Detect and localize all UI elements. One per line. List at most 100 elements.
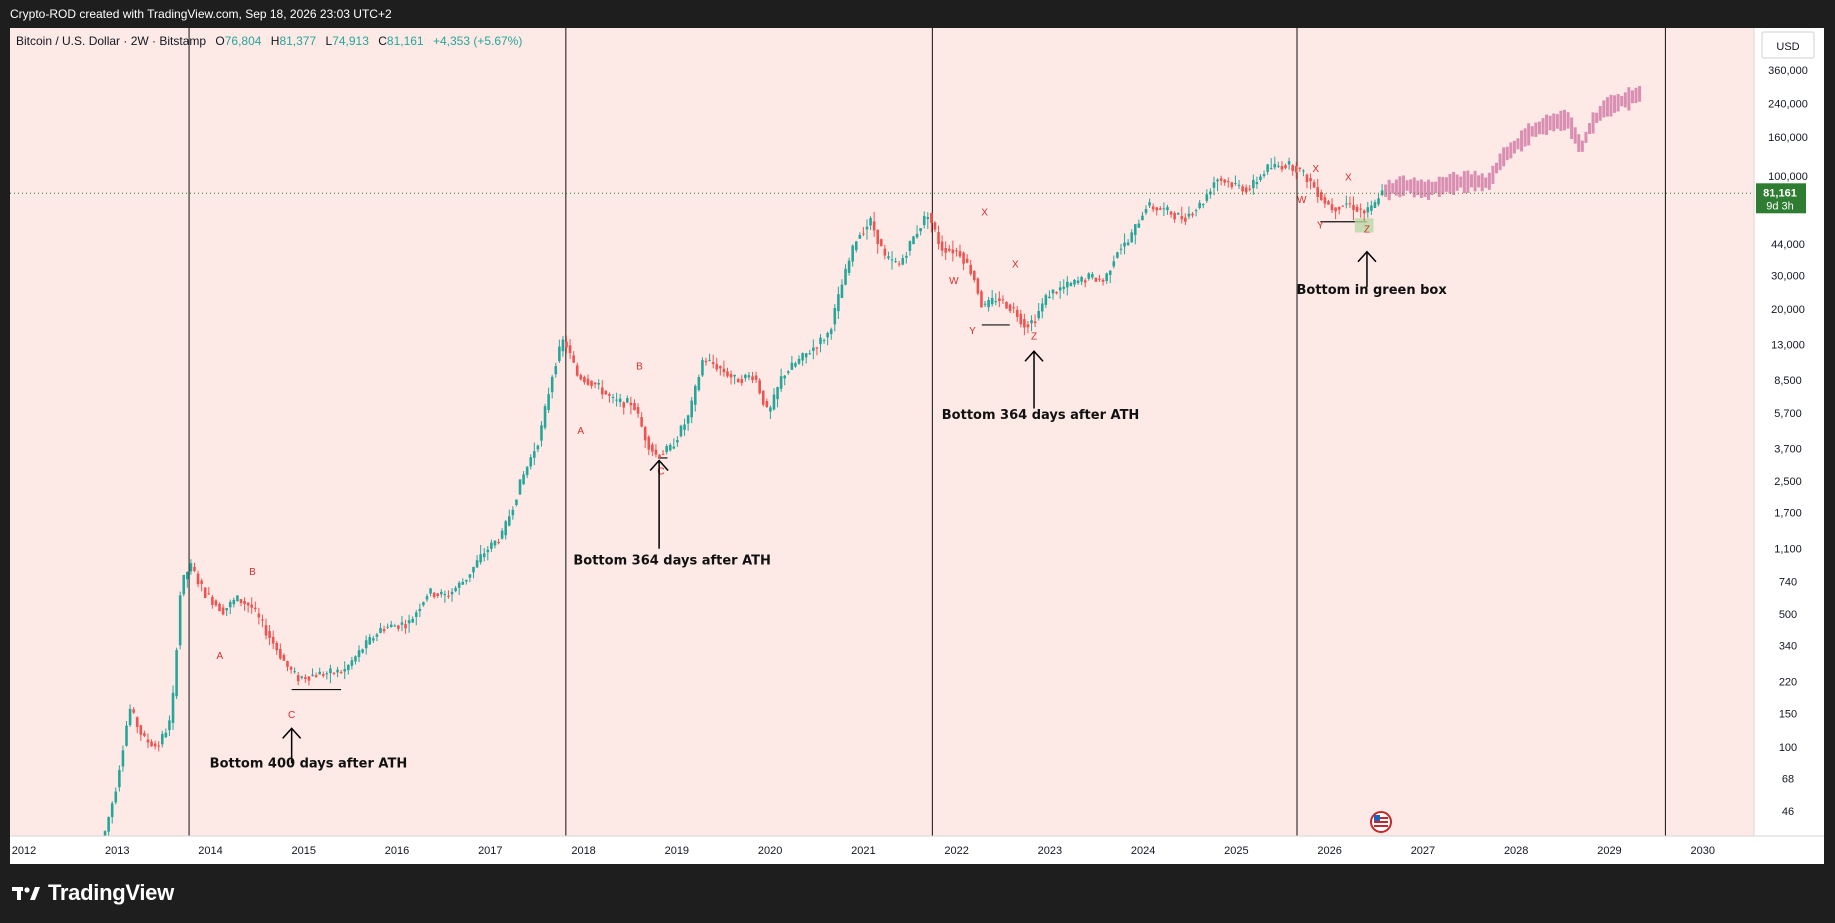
price-badge-value: 81,161 xyxy=(1763,187,1797,199)
projection-bar xyxy=(1516,138,1520,150)
candle-body xyxy=(629,402,633,406)
projection-bar xyxy=(1602,100,1606,118)
candle-body xyxy=(1119,248,1123,250)
candle-body xyxy=(568,345,572,353)
candle-body xyxy=(1159,208,1162,210)
candle-body xyxy=(429,588,432,594)
y-tick-label: 100 xyxy=(1779,742,1797,754)
candle-body xyxy=(347,664,350,671)
candle-body xyxy=(1237,184,1241,186)
projection-bar xyxy=(1509,142,1513,159)
candle-body xyxy=(554,366,558,375)
candle-body xyxy=(211,596,214,605)
candle-body xyxy=(482,553,486,558)
candle-body xyxy=(937,232,940,244)
candle-body xyxy=(643,426,647,441)
candle-body xyxy=(837,294,840,312)
candle-body xyxy=(744,374,747,379)
candle-body xyxy=(819,337,822,345)
y-tick-label: 44,000 xyxy=(1771,239,1805,251)
candle-body xyxy=(364,640,368,649)
candle-body xyxy=(558,346,561,361)
candle-body xyxy=(490,542,493,549)
y-axis-panel[interactable] xyxy=(1754,28,1824,864)
candle-body xyxy=(583,376,586,383)
candle-body xyxy=(908,241,912,251)
candle-body xyxy=(679,425,683,437)
candle-body xyxy=(243,600,246,605)
wave-label: W xyxy=(949,276,959,287)
candle-body xyxy=(518,479,522,495)
candle-body xyxy=(1280,165,1284,170)
projection-bar xyxy=(1552,113,1556,132)
candle-body xyxy=(747,375,751,378)
candle-body xyxy=(1205,194,1209,201)
candle-body xyxy=(314,675,318,678)
candle-body xyxy=(711,362,715,365)
candle-body xyxy=(787,371,790,373)
candle-body xyxy=(1341,205,1345,207)
candle-body xyxy=(329,668,332,674)
candle-body xyxy=(565,341,568,348)
candle-body xyxy=(708,359,711,361)
currency-box[interactable] xyxy=(1761,31,1815,59)
candle-body xyxy=(318,671,321,675)
projection-bar xyxy=(1555,114,1559,129)
x-axis-panel[interactable] xyxy=(10,836,1824,864)
candle-body xyxy=(368,637,372,645)
candle-body xyxy=(693,385,697,405)
candle-body xyxy=(1083,280,1087,283)
projection-bar xyxy=(1537,121,1541,135)
candle-body xyxy=(400,622,404,625)
candle-body xyxy=(1223,179,1226,183)
candle-body xyxy=(279,648,282,659)
candle-body xyxy=(533,451,536,458)
candle-body xyxy=(640,417,643,427)
candle-body xyxy=(1255,181,1259,185)
candle-body xyxy=(1352,204,1355,211)
candle-body xyxy=(232,599,236,605)
projection-bar xyxy=(1487,172,1491,190)
candle-body xyxy=(515,499,518,505)
y-tick-label: 13,000 xyxy=(1771,340,1805,352)
annotation-text: Bottom 400 days after ATH xyxy=(210,756,408,771)
x-tick-label: 2017 xyxy=(478,845,502,857)
chart-area[interactable]: A B C A B C W X X Y Z X W X Y Z Bottom 400 days after A… xyxy=(10,28,1824,864)
x-tick-label: 2024 xyxy=(1131,845,1155,857)
candle-body xyxy=(143,733,146,736)
projection-bar xyxy=(1591,112,1595,134)
candle-body xyxy=(1094,277,1098,282)
green-box xyxy=(1354,218,1374,233)
candle-body xyxy=(1194,210,1198,212)
candle-body xyxy=(200,580,203,584)
candle-body xyxy=(1076,280,1080,284)
projection-bar xyxy=(1534,122,1538,137)
candle-body xyxy=(1277,165,1280,167)
tradingview-logo[interactable]: TradingView xyxy=(12,880,174,906)
candle-body xyxy=(572,355,575,363)
candle-body xyxy=(1051,289,1055,294)
candle-body xyxy=(897,263,901,265)
candle-body xyxy=(1266,164,1269,172)
candle-body xyxy=(661,453,665,455)
candle-body xyxy=(153,743,157,747)
high-value: 81,377 xyxy=(279,34,316,48)
us-flag-event-icon[interactable] xyxy=(1370,811,1392,833)
chart-svg[interactable]: A B C A B C W X X Y Z X W X Y Z Bottom 400 days after A… xyxy=(10,28,1824,864)
candle-body xyxy=(772,394,776,410)
projection-bar xyxy=(1613,95,1617,113)
plot-background xyxy=(10,28,1754,836)
candle-body xyxy=(336,669,339,673)
y-tick-label: 46 xyxy=(1782,806,1794,818)
candle-body xyxy=(672,446,676,449)
currency-label: USD xyxy=(1776,41,1799,53)
candle-body xyxy=(361,649,364,653)
candle-body xyxy=(776,387,779,400)
candle-body xyxy=(218,603,221,612)
wave-label: B xyxy=(249,567,256,578)
candle-body xyxy=(1080,277,1083,282)
candle-body xyxy=(372,638,375,641)
candle-body xyxy=(246,602,250,606)
footer-bar: TradingView xyxy=(0,866,1835,923)
candle-body xyxy=(647,436,651,450)
